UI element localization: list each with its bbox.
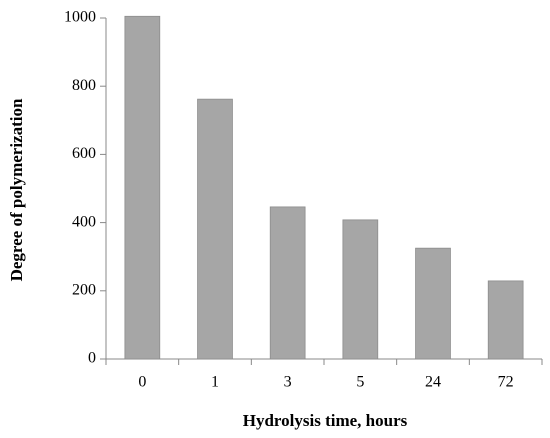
y-tick-label: 0 <box>88 350 96 367</box>
y-axis-title: Degree of polymerization <box>7 98 26 281</box>
bar <box>342 219 379 360</box>
bar <box>124 15 161 360</box>
y-tick-label: 1000 <box>64 9 96 26</box>
bar <box>269 206 306 360</box>
bar <box>487 280 524 360</box>
x-tick-label: 24 <box>425 374 441 391</box>
x-tick-label: 0 <box>138 374 146 391</box>
bar <box>197 98 233 360</box>
y-tick-label: 800 <box>72 77 96 94</box>
x-axis-title: Hydrolysis time, hours <box>243 411 408 430</box>
x-tick-label: 3 <box>284 374 292 391</box>
y-tick-label: 400 <box>72 213 96 230</box>
x-tick-label: 72 <box>498 374 514 391</box>
y-tick-label: 200 <box>72 281 96 298</box>
bar <box>415 247 451 360</box>
x-tick-label: 1 <box>211 374 219 391</box>
y-tick-label: 600 <box>72 145 96 162</box>
x-tick-label: 5 <box>356 374 364 391</box>
